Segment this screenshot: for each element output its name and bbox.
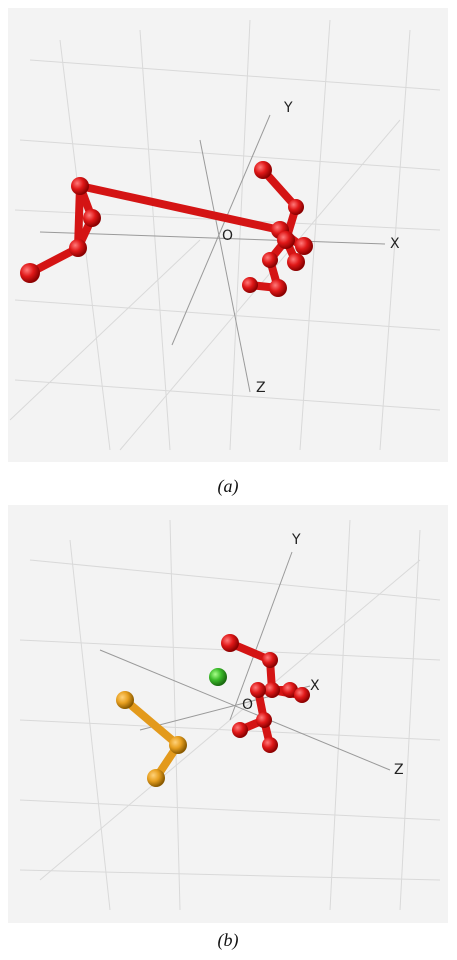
atom	[209, 668, 227, 686]
caption: (a)	[218, 476, 239, 497]
axis-label: Y	[291, 532, 301, 548]
axis-label: X	[310, 678, 320, 694]
axis-label: O	[222, 228, 233, 244]
panel-b: Y O X Z	[8, 505, 448, 923]
axis-label: O	[242, 697, 253, 713]
axis-label: Z	[256, 380, 266, 396]
figure: Y O X Z (a)	[0, 0, 457, 956]
axis-label: X	[390, 236, 400, 252]
caption: (b)	[218, 930, 239, 951]
panel-a: Y O X Z	[8, 8, 448, 462]
axis-label: Z	[394, 762, 404, 778]
axis-label: Y	[283, 100, 293, 116]
panel-background	[8, 505, 448, 923]
